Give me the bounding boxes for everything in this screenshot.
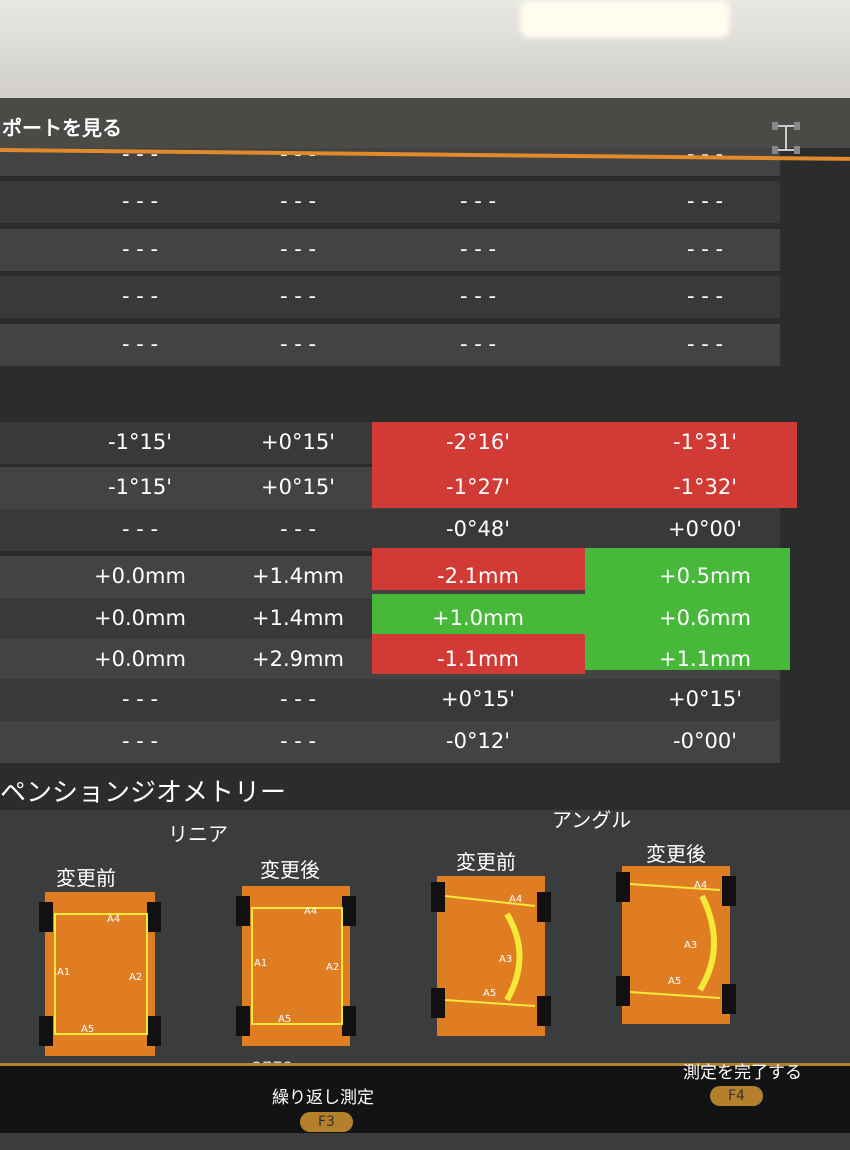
table-cell: - - - bbox=[686, 332, 724, 356]
table-cell: +1.4mm bbox=[252, 564, 344, 588]
table-cell: -2.1mm bbox=[437, 564, 519, 588]
table-row bbox=[0, 509, 780, 551]
table-row bbox=[0, 229, 780, 271]
linear-before-label: 変更前 bbox=[56, 866, 116, 890]
table-cell: +0.0mm bbox=[94, 564, 186, 588]
table-row bbox=[0, 324, 780, 366]
ceiling-lamp bbox=[520, 0, 730, 38]
linear-after-diagram[interactable]: A1 A2 A4 A5 bbox=[236, 886, 356, 1046]
table-cell: -1°31' bbox=[673, 430, 737, 454]
table-cell: - - - bbox=[459, 284, 497, 308]
table-cell: - - - bbox=[121, 189, 159, 213]
table-row bbox=[0, 181, 780, 223]
table-cell: - - - bbox=[686, 237, 724, 261]
table-cell: -0°00' bbox=[673, 729, 737, 753]
table-row bbox=[0, 679, 780, 721]
table-cell: +0.0mm bbox=[94, 647, 186, 671]
screen: ポートを見る - - - - - - - - - - - - - - - - - - - -… bbox=[0, 98, 850, 1150]
f4-key-badge[interactable]: F4 bbox=[710, 1086, 763, 1106]
status-highlight-red bbox=[372, 422, 797, 508]
table-cell: - - - bbox=[279, 332, 317, 356]
table-cell: - - - bbox=[279, 189, 317, 213]
table-cell: - - - bbox=[686, 284, 724, 308]
table-cell: +0°15' bbox=[261, 430, 335, 454]
table-cell: -0°48' bbox=[446, 517, 510, 541]
table-cell: +0.0mm bbox=[94, 606, 186, 630]
table-cell: - - - bbox=[121, 284, 159, 308]
table-cell: +1.1mm bbox=[659, 647, 751, 671]
table-cell: +0°15' bbox=[668, 687, 742, 711]
table-cell: -1.1mm bbox=[437, 647, 519, 671]
table-cell: -0°12' bbox=[446, 729, 510, 753]
table-cell: -1°15' bbox=[108, 430, 172, 454]
table-cell: - - - bbox=[121, 237, 159, 261]
header-bar: ポートを見る bbox=[0, 98, 850, 154]
table-cell: - - - bbox=[279, 284, 317, 308]
repeat-measurement-button[interactable]: 繰り返し測定 bbox=[272, 1088, 374, 1108]
table-cell: +0°15' bbox=[261, 475, 335, 499]
table-cell: -1°27' bbox=[446, 475, 510, 499]
background-ceiling bbox=[0, 0, 850, 100]
finish-measurement-button[interactable]: 測定を完了する bbox=[683, 1063, 802, 1083]
table-cell: - - - bbox=[121, 729, 159, 753]
linear-before-diagram[interactable]: A1 A2 A4 A5 bbox=[39, 892, 161, 1056]
table-cell: - - - bbox=[121, 332, 159, 356]
table-row bbox=[0, 721, 780, 763]
function-key-bar: 繰り返し測定 F3 測定を完了する F4 bbox=[0, 1063, 850, 1133]
table-cell: - - - bbox=[279, 237, 317, 261]
table-cell: - - - bbox=[121, 687, 159, 711]
angle-before-diagram[interactable]: A3 A4 A5 bbox=[431, 876, 551, 1036]
section-title: ペンションジオメトリー bbox=[0, 778, 287, 808]
angle-after-diagram[interactable]: A3 A4 A5 bbox=[616, 866, 736, 1024]
table-cell: +0.5mm bbox=[659, 564, 751, 588]
table-cell: - - - bbox=[279, 517, 317, 541]
status-highlight-green bbox=[585, 548, 790, 670]
status-highlight-red bbox=[372, 548, 585, 590]
table-cell: - - - bbox=[279, 687, 317, 711]
table-row bbox=[0, 276, 780, 318]
angle-label: アングル bbox=[552, 808, 632, 832]
angle-after-label: 変更後 bbox=[646, 842, 706, 866]
table-cell: +2.9mm bbox=[252, 647, 344, 671]
table-cell: -1°32' bbox=[673, 475, 737, 499]
table-cell: +1.4mm bbox=[252, 606, 344, 630]
table-cell: - - - bbox=[121, 517, 159, 541]
table-cell: +0°15' bbox=[441, 687, 515, 711]
table-cell: +0.6mm bbox=[659, 606, 751, 630]
table-cell: +1.0mm bbox=[432, 606, 524, 630]
status-highlight-red bbox=[372, 634, 585, 674]
vehicle-axle-icon[interactable] bbox=[770, 120, 802, 156]
linear-after-label: 変更後 bbox=[260, 858, 320, 882]
table-cell: -2°16' bbox=[446, 430, 510, 454]
table-cell: - - - bbox=[459, 237, 497, 261]
table-cell: - - - bbox=[686, 189, 724, 213]
table-cell: - - - bbox=[459, 189, 497, 213]
table-cell: - - - bbox=[459, 332, 497, 356]
f3-key-badge[interactable]: F3 bbox=[300, 1112, 353, 1132]
table-cell: - - - bbox=[279, 729, 317, 753]
status-highlight-green bbox=[372, 594, 585, 636]
table-cell: -1°15' bbox=[108, 475, 172, 499]
table-cell: +0°00' bbox=[668, 517, 742, 541]
angle-before-label: 変更前 bbox=[456, 850, 516, 874]
page-title: ポートを見る bbox=[2, 116, 122, 140]
linear-label: リニア bbox=[168, 822, 228, 846]
